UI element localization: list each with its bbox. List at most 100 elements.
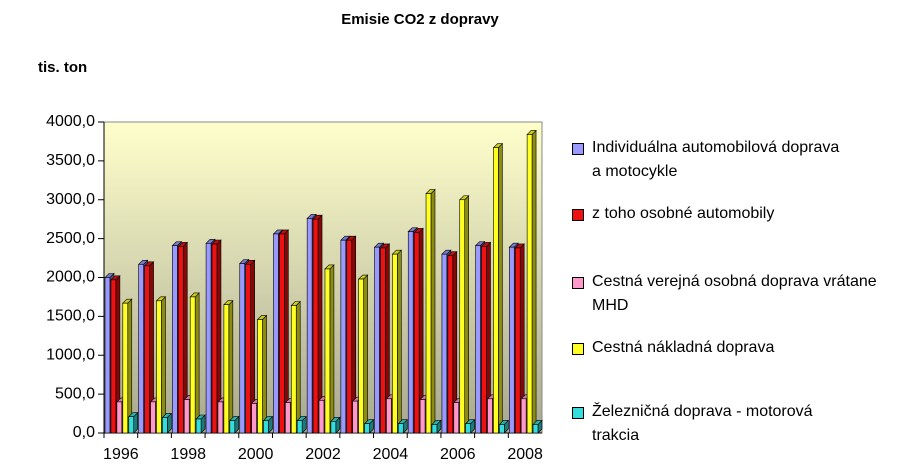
bar: [211, 243, 218, 434]
bar-side: [329, 264, 335, 434]
bar: [407, 231, 414, 434]
bar: [499, 424, 505, 434]
bar: [330, 421, 337, 434]
bar: [312, 218, 319, 434]
bar: [273, 233, 279, 434]
legend-label: Individuálna automobilová doprava a moto…: [592, 139, 840, 180]
bar-side: [498, 142, 503, 434]
bar: [324, 268, 331, 434]
y-tick-label: 3500,0: [46, 152, 95, 169]
bar: [514, 247, 521, 434]
legend-swatch: [572, 343, 584, 355]
bar-side: [531, 129, 537, 434]
x-tick-label: 2004: [373, 446, 409, 463]
y-axis-label: tis. ton: [38, 59, 87, 76]
bar: [183, 399, 190, 434]
bar: [138, 263, 144, 434]
legend-swatch: [572, 209, 584, 221]
bar: [419, 399, 426, 434]
bar: [358, 278, 364, 434]
bar: [447, 255, 454, 434]
bar: [110, 279, 117, 434]
legend-label: Cestná verejná osobná doprava vrátane MH…: [592, 273, 877, 314]
bar: [374, 246, 380, 434]
x-tick-label: 2000: [238, 446, 274, 463]
bar: [340, 239, 347, 434]
bar: [392, 253, 398, 434]
legend-entry: Cestná verejná osobná doprava vrátane MH…: [572, 270, 904, 318]
y-tick-label: 0,0: [73, 424, 95, 441]
legend-label: z toho osobné automobily: [592, 205, 775, 222]
bar: [306, 218, 313, 434]
bar: [189, 296, 196, 434]
bar: [364, 423, 370, 434]
bar: [380, 247, 386, 434]
x-tick-label: 2008: [507, 446, 543, 463]
bar: [459, 199, 465, 434]
bar: [162, 417, 168, 434]
y-tick-label: 2000,0: [46, 269, 95, 286]
bar: [509, 246, 515, 434]
bar: [526, 134, 533, 434]
bar: [296, 420, 303, 434]
x-tick-label: 2002: [305, 446, 341, 463]
bar: [116, 401, 123, 434]
bar: [150, 401, 156, 434]
y-tick-label: 1000,0: [46, 346, 95, 363]
bar-side: [127, 298, 133, 434]
chart-title: Emisie CO2 z dopravy: [341, 11, 499, 28]
x-tick-label: 2006: [440, 446, 476, 463]
bar: [481, 246, 487, 434]
legend-swatch: [572, 407, 584, 419]
bar: [386, 398, 392, 434]
bar: [122, 302, 129, 434]
legend-swatch: [572, 277, 584, 289]
bar-side: [194, 292, 200, 434]
y-tick-label: 3000,0: [46, 191, 95, 208]
y-tick-label: 4000,0: [46, 113, 95, 130]
bar-side: [363, 274, 368, 434]
legend-swatch: [572, 143, 584, 155]
bar-side: [228, 299, 234, 434]
bar: [205, 242, 212, 434]
bar: [245, 263, 251, 434]
legend-label: Železničná doprava - motorová trakcia: [592, 403, 813, 444]
bar: [425, 193, 432, 434]
bar-side: [396, 249, 402, 434]
bar: [352, 400, 358, 434]
bar: [487, 398, 493, 434]
bar: [104, 277, 111, 434]
bar: [532, 424, 539, 434]
bar: [229, 420, 236, 434]
legend-label: Cestná nákladná doprava: [592, 339, 775, 356]
bar: [493, 147, 499, 434]
bar: [257, 319, 263, 434]
bar-side: [161, 296, 166, 434]
y-tick-label: 500,0: [55, 385, 95, 402]
bar: [441, 253, 448, 434]
bar: [431, 424, 438, 434]
legend-entry: Cestná nákladná doprava: [572, 336, 904, 360]
bar: [251, 403, 257, 434]
bar: [263, 420, 269, 434]
bar-side: [262, 314, 267, 434]
bar: [413, 232, 420, 434]
bar: [195, 418, 202, 434]
legend-entry: Železničná doprava - motorová trakcia: [572, 400, 904, 448]
bar: [223, 304, 230, 434]
x-tick-label: 1998: [170, 446, 206, 463]
bar: [465, 423, 471, 434]
bar-side: [295, 300, 301, 434]
bar: [318, 400, 325, 434]
bar: [520, 398, 527, 434]
y-tick-label: 1500,0: [46, 308, 95, 325]
legend-entry: Individuálna automobilová doprava a moto…: [572, 136, 904, 184]
bar: [290, 305, 297, 434]
bar: [156, 300, 162, 434]
bar: [128, 416, 134, 434]
bar-side: [464, 195, 469, 434]
bar: [217, 401, 224, 434]
x-tick-label: 1996: [103, 446, 139, 463]
bar: [346, 239, 353, 434]
